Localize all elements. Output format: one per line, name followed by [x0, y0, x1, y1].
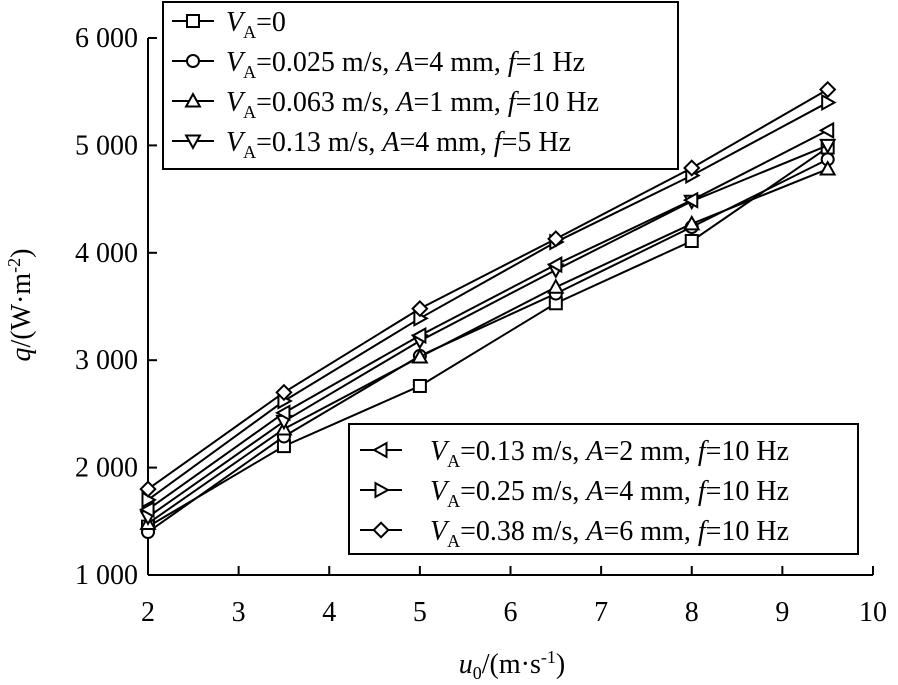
series-line	[147, 88, 829, 490]
y-tick-label: 4 000	[75, 238, 138, 269]
legend-entry: VA=0.13 m/s, A=2 mm, f=10 Hz	[360, 436, 789, 471]
square-marker	[684, 233, 699, 248]
legend-entry: VA=0.38 m/s, A=6 mm, f=10 Hz	[360, 516, 789, 551]
triangle-up-marker	[683, 214, 701, 231]
series-triangle-up	[139, 160, 837, 530]
legend-bottom-frame	[348, 423, 859, 555]
y-tick-label: 2 000	[75, 453, 138, 484]
legend-top-left: VA=0 VA=0.025 m/s, A=4 mm, f=1 Hz VA=0.063…	[162, 1, 679, 170]
x-tick-label: 2	[141, 597, 155, 628]
diamond-marker	[411, 299, 429, 318]
series-line	[147, 146, 829, 528]
square-marker	[186, 14, 200, 28]
diamond-marker	[372, 521, 390, 539]
series-diamond	[139, 80, 837, 498]
series-layer	[139, 80, 837, 540]
legend-label: VA=0.13 m/s, A=2 mm, f=10 Hz	[430, 436, 789, 471]
triangle-left-marker	[274, 404, 291, 422]
x-tick-label: 8	[685, 597, 699, 628]
diamond-marker	[819, 80, 837, 99]
legend-bottom-right: VA=0.13 m/s, A=2 mm, f=10 Hz VA=0.25 m/s,…	[348, 423, 859, 555]
legend-top-frame	[162, 1, 679, 170]
y-axis: 1 000 2 000 3 000 4 000 5 000 6 000	[75, 23, 157, 591]
x-tick-label: 10	[859, 597, 887, 628]
diamond-marker	[547, 230, 565, 248]
y-tick-label: 1 000	[75, 560, 138, 591]
series-line	[147, 144, 829, 518]
x-tick-label: 3	[232, 597, 246, 628]
y-tick-label: 5 000	[75, 130, 138, 161]
triangle-left-marker	[682, 191, 699, 209]
triangle-right-marker	[374, 481, 390, 499]
legend-label: VA=0.13 m/s, A=4 mm, f=5 Hz	[226, 127, 571, 162]
series-line	[147, 101, 829, 501]
triangle-up-marker	[819, 160, 837, 176]
triangle-up-marker	[547, 278, 565, 294]
legend-label: VA=0.38 m/s, A=6 mm, f=10 Hz	[430, 516, 789, 551]
triangle-left-marker	[139, 500, 155, 519]
y-tick-label: 3 000	[75, 345, 138, 376]
legend-label: VA=0.063 m/s, A=1 mm, f=10 Hz	[226, 87, 599, 122]
triangle-left-marker	[546, 256, 563, 274]
triangle-up-marker	[411, 348, 429, 364]
legend-label: VA=0.025 m/s, A=4 mm, f=1 Hz	[226, 47, 585, 82]
legend-entry: VA=0	[172, 7, 286, 42]
diamond-marker	[275, 383, 293, 402]
x-axis-label: u0/(m·s-1)	[459, 647, 565, 683]
triangle-down-marker	[819, 138, 837, 155]
diamond-marker	[683, 159, 701, 177]
legend-entry: VA=0.25 m/s, A=4 mm, f=10 Hz	[360, 476, 789, 511]
triangle-left-marker	[372, 441, 388, 459]
series-triangle-left	[139, 121, 835, 519]
legend-label: VA=0.25 m/s, A=4 mm, f=10 Hz	[430, 476, 789, 511]
circle-marker	[186, 54, 200, 68]
triangle-down-marker	[184, 134, 202, 150]
legend-entry: VA=0.063 m/s, A=1 mm, f=10 Hz	[172, 87, 599, 122]
y-axis-label: q/(W·m-2)	[4, 249, 37, 362]
square-marker	[412, 378, 427, 393]
diamond-marker	[139, 480, 157, 498]
x-tick-label: 7	[594, 597, 608, 628]
triangle-left-marker	[818, 121, 835, 139]
legend-entry: VA=0.025 m/s, A=4 mm, f=1 Hz	[172, 47, 585, 82]
triangle-right-marker	[821, 93, 837, 112]
x-tick-label: 9	[775, 597, 789, 628]
x-tick-label: 5	[413, 597, 427, 628]
series-line	[147, 129, 829, 511]
series-line	[147, 168, 829, 525]
legend-entry: VA=0.13 m/s, A=4 mm, f=5 Hz	[172, 127, 571, 162]
y-tick-label: 6 000	[75, 23, 138, 54]
x-tick-label: 4	[322, 597, 336, 628]
triangle-up-marker	[184, 92, 202, 108]
x-tick-label: 6	[504, 597, 518, 628]
triangle-left-marker	[410, 326, 427, 345]
legend-label: VA=0	[226, 7, 286, 42]
x-axis: 2 3 4 5 6 7 8 9 10	[141, 566, 887, 628]
